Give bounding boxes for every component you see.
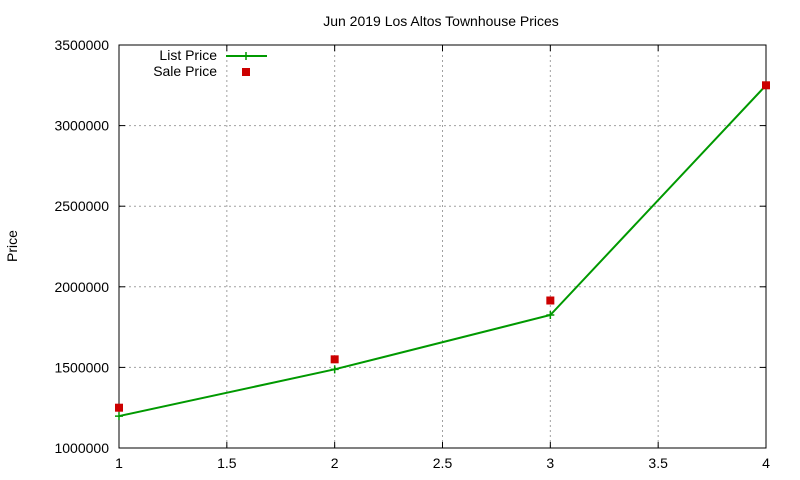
- x-tick-label: 3: [546, 455, 554, 471]
- list-price-point: [546, 311, 555, 320]
- y-tick-label: 1000000: [54, 440, 109, 456]
- legend-marker-sale-price: [242, 68, 250, 76]
- x-tick-label: 4: [762, 455, 770, 471]
- x-axis: 1 1.5 2 2.5 3 3.5 4: [115, 45, 770, 471]
- series-line-list-price: [118, 84, 767, 418]
- x-tick-label: 3.5: [648, 455, 668, 471]
- y-tick-label: 2500000: [54, 198, 109, 214]
- list-price-point: [330, 365, 339, 374]
- legend-marker-list-price: [242, 52, 250, 60]
- y-tick-label: 3500000: [54, 37, 109, 53]
- grid-lines: [118, 44, 767, 449]
- sale-price-point: [330, 355, 339, 364]
- legend-label-list-price: List Price: [159, 47, 217, 63]
- list-price-point: [115, 412, 123, 421]
- x-tick-label: 2: [331, 455, 339, 471]
- series-layer: [115, 81, 770, 421]
- y-tick-label: 1500000: [54, 359, 109, 375]
- sale-price-point: [546, 296, 555, 305]
- x-tick-label: 1.5: [217, 455, 237, 471]
- legend: List Price Sale Price: [153, 47, 267, 79]
- x-tick-label: 1: [115, 455, 123, 471]
- sale-price-point: [115, 403, 123, 412]
- x-tick-label: 2.5: [433, 455, 453, 471]
- y-tick-label: 2000000: [54, 279, 109, 295]
- sale-price-point: [762, 81, 770, 90]
- y-tick-label: 3000000: [54, 118, 109, 134]
- y-axis-label: Price: [4, 230, 20, 262]
- y-axis: 1000000 1500000 2000000 2500000 3000000 35000…: [54, 37, 766, 456]
- legend-label-sale-price: Sale Price: [153, 63, 217, 79]
- chart-title: Jun 2019 Los Altos Townhouse Prices: [323, 13, 559, 29]
